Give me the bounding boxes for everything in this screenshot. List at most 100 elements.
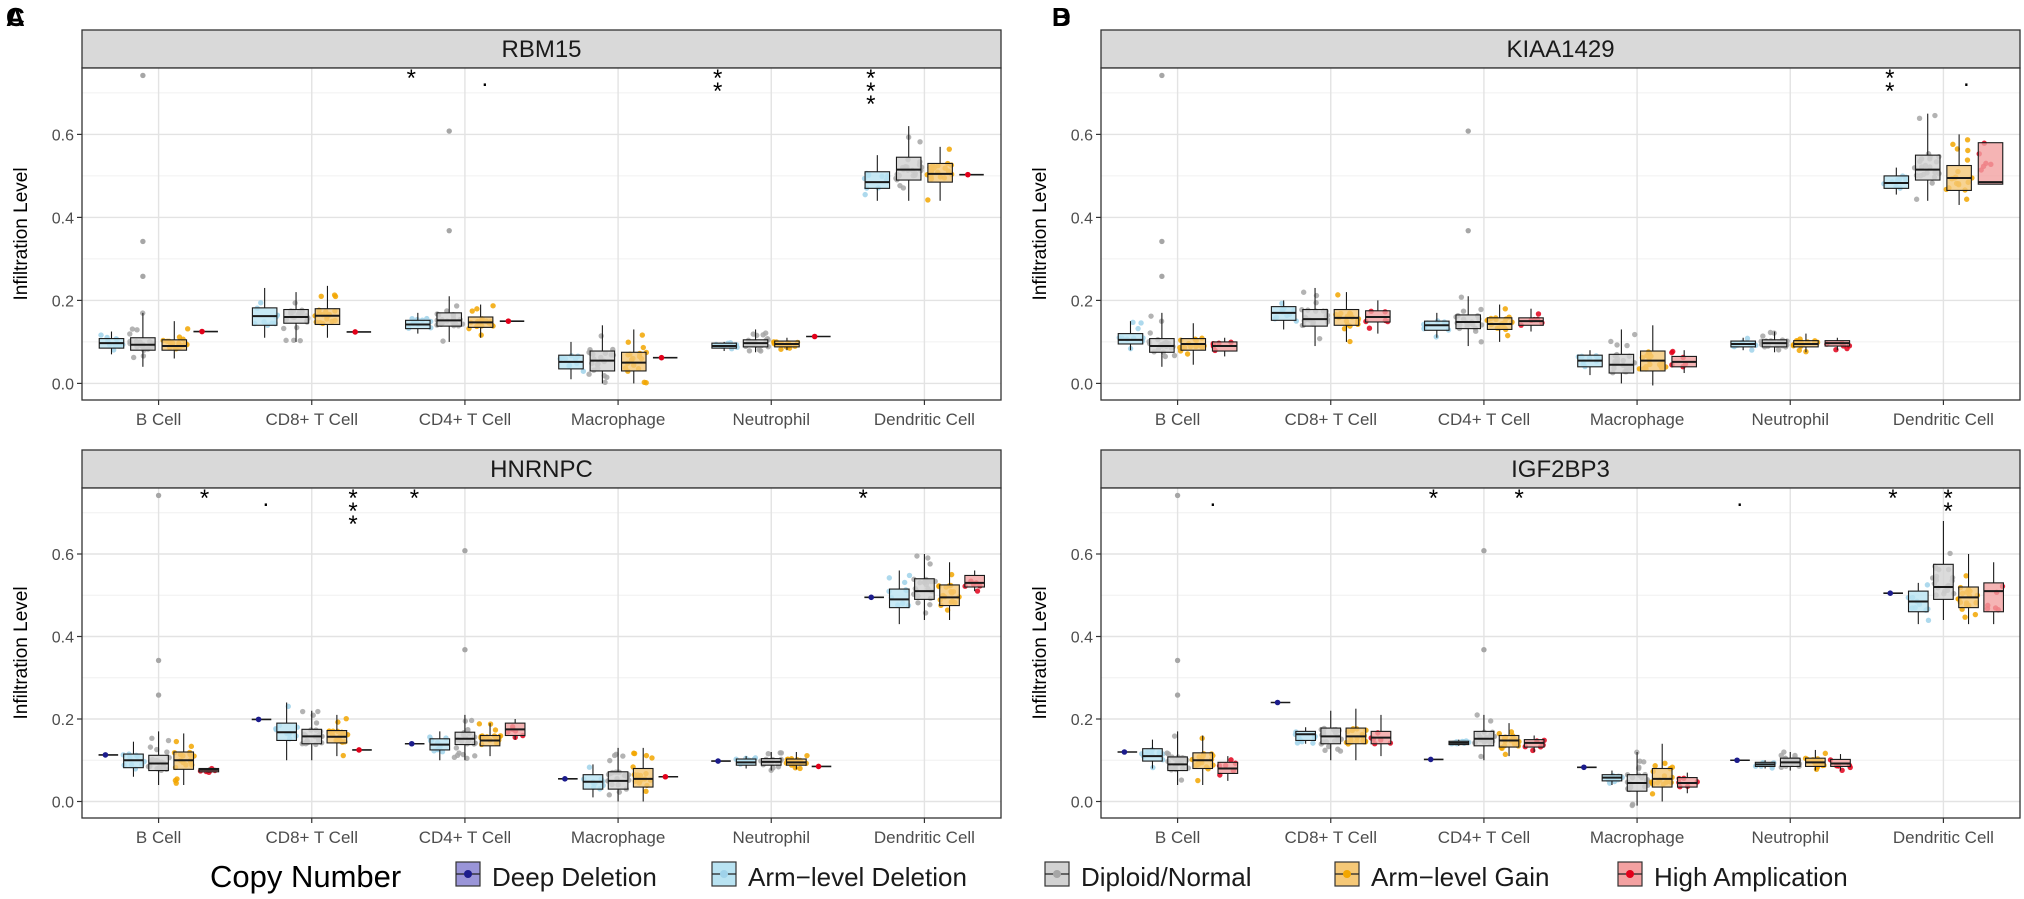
data-point (777, 750, 783, 756)
data-point (901, 579, 908, 586)
data-point (915, 600, 921, 606)
significance-line: * (1943, 485, 1952, 512)
data-point (188, 743, 195, 750)
outliers (1174, 492, 1487, 698)
data-point (946, 146, 952, 152)
data-point (505, 318, 512, 324)
box-arm_deletion (1448, 738, 1472, 747)
legend-item-deep_deletion: Deep Deletion (455, 861, 657, 892)
box-arm_deletion (1421, 312, 1452, 340)
box-arm_deletion (1116, 319, 1146, 352)
data-point (1962, 614, 1968, 620)
box-diploid (758, 750, 785, 773)
box-diploid (1299, 287, 1331, 347)
box-diploid (1778, 749, 1803, 771)
data-point (562, 776, 568, 782)
data-point (1965, 147, 1971, 154)
box-arm_deletion (861, 155, 891, 201)
data-point (1662, 760, 1668, 767)
panel-rbm15: A RBM15 0.0 0.2 0.4 0.6 Infiltration Level B Ce… (6, 2, 1002, 429)
x-tick-label: CD8+ T Cell (266, 828, 358, 847)
box-body (1142, 748, 1163, 762)
outlier-point (1481, 647, 1487, 653)
gridlines (1101, 488, 2020, 818)
data-point (868, 594, 875, 601)
y-tick-label: 0.4 (52, 210, 74, 227)
data-point (184, 326, 191, 332)
box-diploid (1608, 329, 1638, 384)
box-arm_deletion (711, 340, 740, 352)
data-point (1624, 342, 1630, 349)
box-arm_gain (1955, 554, 1981, 625)
y-tick-label: 0.4 (52, 630, 74, 647)
x-tick-label: Dendritic Cell (1893, 828, 1994, 847)
box-arm_gain (924, 146, 955, 203)
data-point (1474, 712, 1480, 718)
data-point (299, 708, 306, 715)
y-tick-label: 0.2 (1071, 712, 1093, 729)
legend-label: Diploid/Normal (1081, 862, 1252, 892)
box-body (1933, 563, 1954, 600)
data-point (408, 740, 415, 747)
significance-line: * (866, 65, 875, 92)
significance-label: ** (1885, 65, 1894, 105)
box-high_amp (1676, 772, 1700, 794)
data-point (643, 752, 650, 759)
data-point (313, 720, 320, 726)
data-point (318, 293, 324, 300)
data-point (294, 324, 300, 331)
y-tick-label: 0.0 (52, 376, 74, 393)
data-point (1135, 325, 1141, 332)
legend-label: Arm−level Gain (1371, 862, 1549, 892)
box-body (888, 588, 910, 609)
outlier-point (1481, 548, 1487, 554)
facet-strip (81, 29, 1002, 69)
box-arm_deletion (405, 312, 434, 334)
significance-label: *** (348, 485, 357, 538)
box-arm_gain (1636, 325, 1669, 386)
box-deep_deletion (864, 594, 884, 601)
outlier-point (155, 657, 162, 664)
outlier-point (155, 492, 162, 499)
facet-strip (1100, 29, 2021, 69)
data-point (332, 293, 339, 300)
box-high_amp (193, 328, 218, 335)
box-body (1914, 154, 1941, 181)
data-point (1581, 764, 1587, 771)
significance-label: . (1736, 485, 1743, 512)
data-point (1972, 611, 1979, 618)
data-point (451, 754, 458, 761)
data-point (1670, 348, 1676, 355)
box-body (1977, 142, 2004, 185)
data-point (1335, 292, 1341, 298)
box-deep_deletion (558, 776, 578, 782)
outlier-point (446, 227, 452, 234)
gridlines (1101, 68, 2020, 400)
data-point (1924, 582, 1931, 588)
x-tick-label: Macrophage (1590, 828, 1685, 847)
data-point (631, 750, 637, 756)
data-point (1171, 352, 1178, 359)
plot-area (1101, 488, 2020, 818)
y-tick-label: 0.2 (52, 712, 74, 729)
significance-label: ** (1943, 485, 1952, 525)
significance-labels: *.***** (200, 485, 868, 538)
box-diploid (1624, 749, 1651, 809)
box-arm_gain (771, 337, 801, 352)
box-body (939, 584, 960, 607)
data-point (1433, 334, 1439, 340)
data-point (643, 380, 649, 386)
significance-line: * (858, 485, 867, 512)
data-point (862, 191, 868, 198)
box-high_amp (197, 765, 220, 776)
significance-line: * (407, 65, 416, 92)
box-diploid (127, 310, 156, 367)
box-series (1117, 521, 2006, 809)
outliers (140, 72, 452, 280)
data-point (1460, 308, 1467, 314)
x-tick-label: B Cell (136, 828, 181, 847)
data-point (1195, 777, 1201, 784)
significance-line: * (866, 91, 875, 118)
data-point (1535, 311, 1542, 317)
